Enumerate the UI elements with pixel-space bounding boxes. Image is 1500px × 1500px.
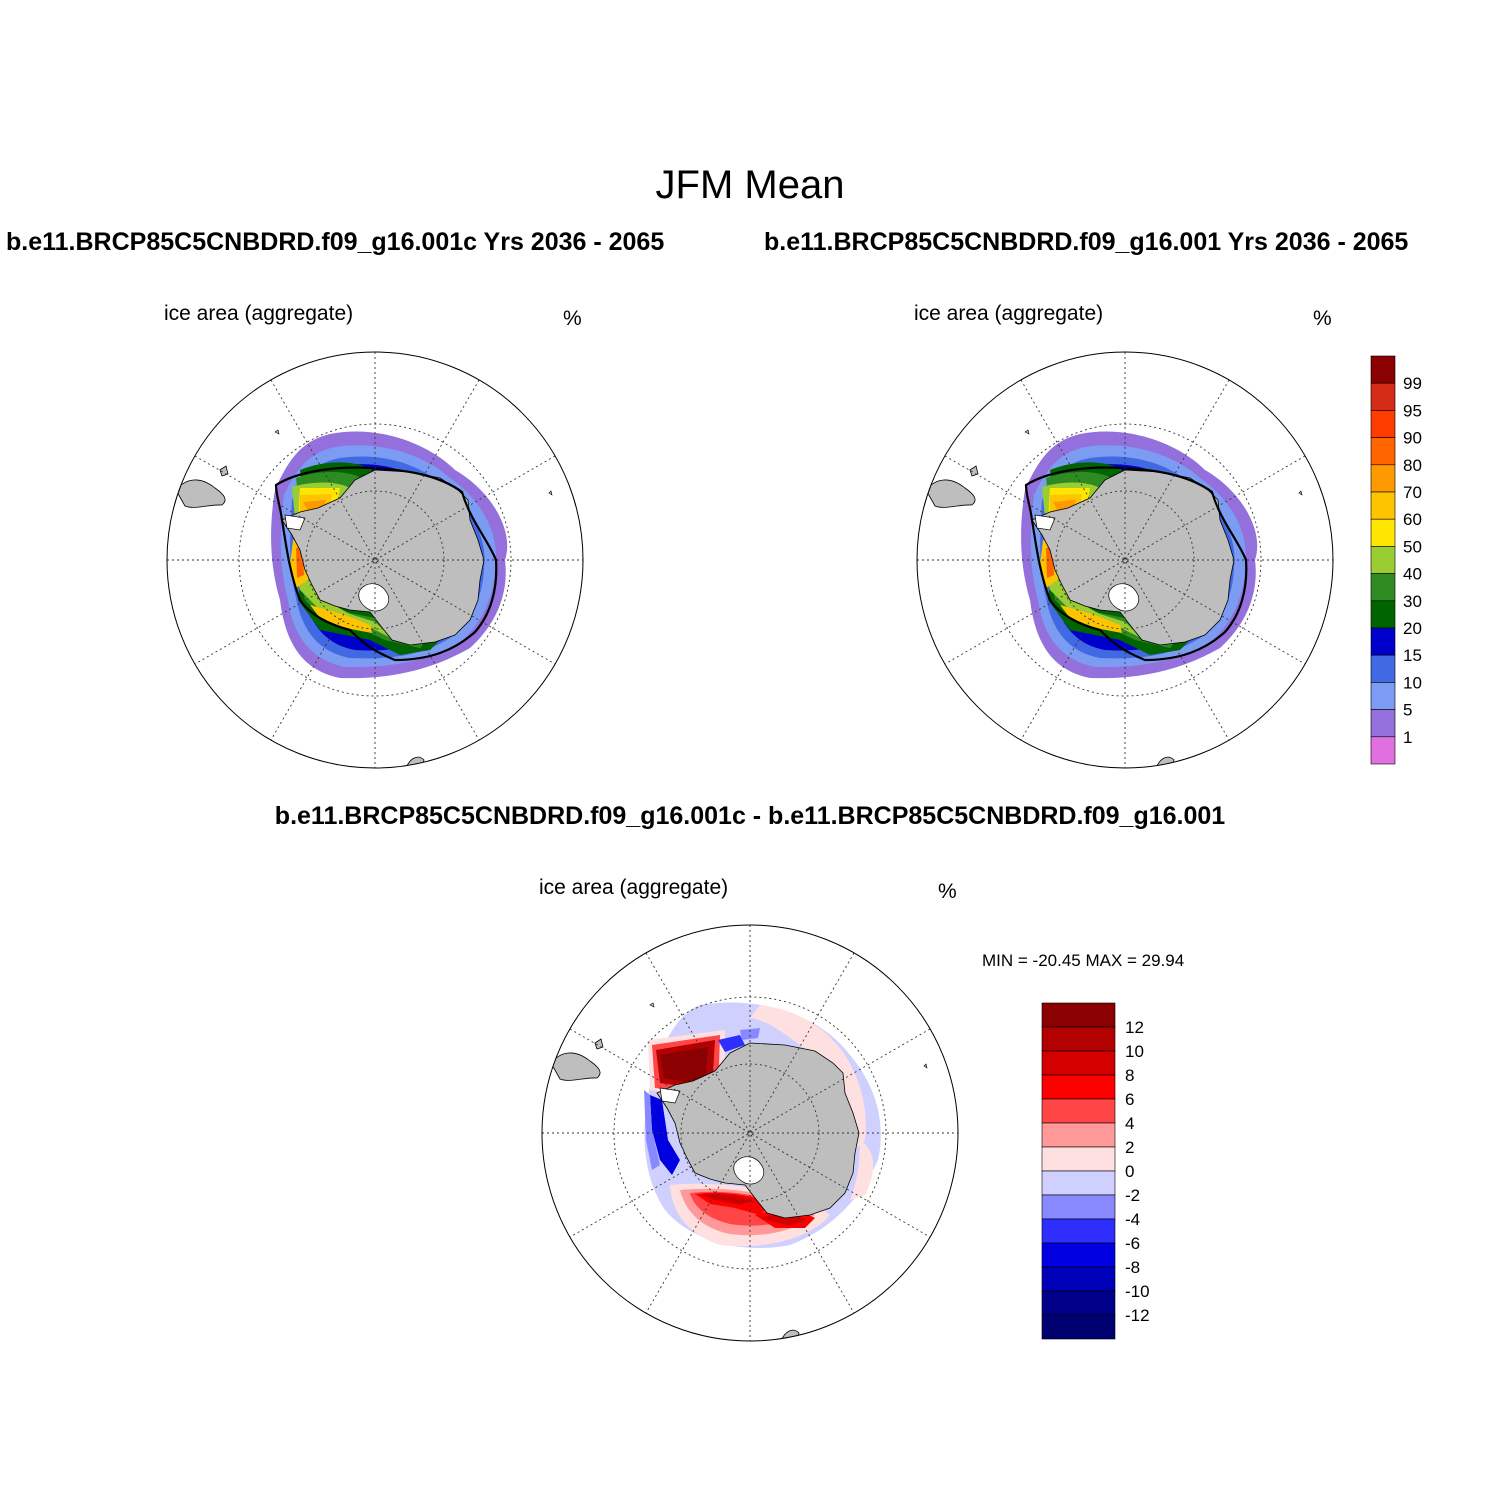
colorbar-ice-area-swatch	[1370, 491, 1396, 520]
colorbar-ice-area-label: 99	[1403, 374, 1422, 393]
colorbar-ice-area-label: 40	[1403, 565, 1422, 584]
colorbar-ice-area-label: 30	[1403, 592, 1422, 611]
colorbar-difference-label: -8	[1125, 1258, 1140, 1277]
colorbar-ice-area-label: 15	[1403, 646, 1422, 665]
antarctica-right	[1031, 469, 1235, 646]
colorbar-ice-area-swatch	[1370, 736, 1396, 765]
map-left	[166, 351, 584, 769]
antarctica-diff	[656, 1042, 860, 1219]
colorbar-difference-swatch	[1041, 1170, 1116, 1196]
panel-right-heading: b.e11.BRCP85C5CNBDRD.f09_g16.001 Yrs 203…	[764, 228, 1409, 256]
colorbar-difference-label: -12	[1125, 1306, 1150, 1325]
colorbar-ice-area-label: 60	[1403, 510, 1422, 529]
colorbar-difference-label: 10	[1125, 1042, 1144, 1061]
colorbar-ice-area-swatch	[1370, 546, 1396, 574]
colorbar-ice-area-swatch	[1370, 464, 1396, 493]
colorbar-difference-swatch	[1041, 1290, 1116, 1316]
colorbar-ice-area: 99 95 90 80 70 60 50 40 30 20 15 10 5 1	[1370, 355, 1422, 765]
colorbar-difference-swatch	[1041, 1050, 1116, 1076]
colorbar-difference-label: -10	[1125, 1282, 1150, 1301]
colorbar-ice-area-swatch	[1370, 600, 1396, 629]
colorbar-ice-area-label: 70	[1403, 483, 1422, 502]
colorbar-difference-swatch	[1041, 1242, 1116, 1268]
colorbar-ice-area-swatch	[1370, 437, 1396, 466]
colorbar-difference-label: 6	[1125, 1090, 1134, 1109]
colorbar-ice-area-swatch	[1370, 355, 1396, 384]
colorbar-ice-area-label: 20	[1403, 619, 1422, 638]
panel-diff-stats: MIN = -20.45 MAX = 29.94	[982, 951, 1185, 970]
colorbar-difference-swatch	[1041, 1314, 1116, 1340]
panel-right-variable: ice area (aggregate)	[914, 302, 1104, 325]
colorbar-difference-swatch	[1041, 1074, 1116, 1100]
colorbar-ice-area-label: 90	[1403, 429, 1422, 448]
colorbar-difference-label: -2	[1125, 1186, 1140, 1205]
panel-left-units: %	[563, 307, 582, 330]
colorbar-ice-area-swatch	[1370, 627, 1396, 656]
colorbar-ice-area-label: 10	[1403, 673, 1422, 692]
graticule-right	[917, 352, 1333, 768]
colorbar-difference-swatch	[1041, 1026, 1116, 1052]
colorbar-difference-swatch	[1041, 1266, 1116, 1292]
graticule-diff	[542, 925, 958, 1341]
colorbar-difference-label: 8	[1125, 1066, 1134, 1085]
map-right	[916, 351, 1334, 769]
panel-diff-heading: b.e11.BRCP85C5CNBDRD.f09_g16.001c - b.e1…	[274, 802, 1226, 830]
page-title: JFM Mean	[655, 163, 845, 207]
colorbar-difference-label: 2	[1125, 1138, 1134, 1157]
colorbar-difference-label: -4	[1125, 1210, 1140, 1229]
colorbar-difference-label: 12	[1125, 1018, 1144, 1037]
colorbar-difference-swatch	[1041, 1218, 1116, 1244]
colorbar-ice-area-label: 80	[1403, 456, 1422, 475]
colorbar-ice-area-label: 95	[1403, 401, 1422, 420]
colorbar-ice-area-swatch	[1370, 518, 1396, 547]
panel-right-units: %	[1313, 307, 1332, 330]
graticule-left	[167, 352, 583, 768]
colorbar-ice-area-label: 1	[1403, 728, 1412, 747]
map-diff	[541, 924, 959, 1342]
colorbar-difference-swatch	[1041, 1098, 1116, 1124]
colorbar-ice-area-swatch	[1370, 682, 1396, 710]
colorbar-ice-area-swatch	[1370, 654, 1396, 683]
panel-diff-units: %	[938, 880, 957, 903]
colorbar-difference-swatch	[1041, 1146, 1116, 1172]
colorbar-ice-area-label: 50	[1403, 537, 1422, 556]
panel-left-variable: ice area (aggregate)	[164, 302, 354, 325]
panel-left-heading: b.e11.BRCP85C5CNBDRD.f09_g16.001c Yrs 20…	[6, 228, 665, 256]
colorbar-ice-area-swatch	[1370, 709, 1396, 738]
colorbar-difference-label: 4	[1125, 1114, 1134, 1133]
colorbar-ice-area-swatch	[1370, 410, 1396, 438]
colorbar-ice-area-swatch	[1370, 573, 1396, 602]
colorbar-difference-swatch	[1041, 1002, 1116, 1028]
colorbar-difference-label: 0	[1125, 1162, 1134, 1181]
antarctica-left	[281, 469, 485, 646]
colorbar-difference-swatch	[1041, 1194, 1116, 1220]
colorbar-ice-area-label: 5	[1403, 701, 1412, 720]
colorbar-difference: 12 10 8 6 4 2 0 -2 -4 -6 -8 -10 -12	[1041, 1002, 1150, 1340]
colorbar-difference-label: -6	[1125, 1234, 1140, 1253]
colorbar-difference-swatch	[1041, 1122, 1116, 1148]
colorbar-ice-area-swatch	[1370, 382, 1396, 411]
panel-diff-variable: ice area (aggregate)	[539, 876, 729, 899]
